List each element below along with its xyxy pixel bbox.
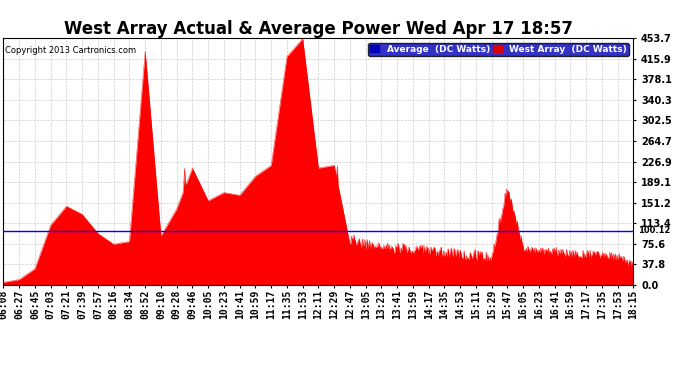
Text: Copyright 2013 Cartronics.com: Copyright 2013 Cartronics.com — [5, 46, 136, 55]
Text: 100.12: 100.12 — [638, 226, 670, 235]
Title: West Array Actual & Average Power Wed Apr 17 18:57: West Array Actual & Average Power Wed Ap… — [64, 20, 573, 38]
Legend: Average  (DC Watts), West Array  (DC Watts): Average (DC Watts), West Array (DC Watts… — [368, 43, 629, 56]
